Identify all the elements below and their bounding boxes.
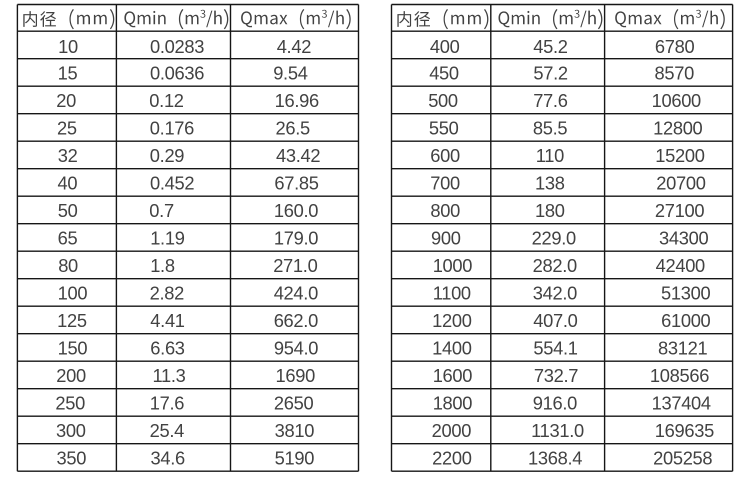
- svg-text:110: 110: [536, 145, 564, 166]
- svg-text:2200: 2200: [432, 447, 472, 468]
- svg-text:11.3: 11.3: [153, 365, 186, 386]
- svg-text:2000: 2000: [432, 420, 472, 441]
- svg-text:65: 65: [58, 227, 78, 248]
- svg-text:0.7: 0.7: [149, 200, 174, 221]
- svg-text:15: 15: [58, 62, 78, 83]
- svg-text:6.63: 6.63: [150, 337, 185, 358]
- svg-text:61000: 61000: [661, 310, 710, 331]
- svg-text:83121: 83121: [658, 337, 707, 358]
- svg-text:1368.4: 1368.4: [528, 447, 582, 468]
- svg-text:732.7: 732.7: [534, 365, 578, 386]
- svg-text:450: 450: [429, 62, 459, 83]
- svg-text:179.0: 179.0: [274, 227, 318, 248]
- svg-text:45.2: 45.2: [533, 36, 568, 57]
- svg-text:0.0636: 0.0636: [150, 62, 204, 83]
- svg-text:2650: 2650: [274, 392, 314, 413]
- svg-text:10: 10: [58, 36, 78, 57]
- svg-text:900: 900: [431, 227, 461, 248]
- svg-text:0.452: 0.452: [150, 172, 194, 193]
- svg-text:1200: 1200: [432, 310, 472, 331]
- svg-text:160.0: 160.0: [274, 200, 318, 221]
- svg-text:51300: 51300: [661, 282, 710, 303]
- svg-text:5190: 5190: [275, 447, 315, 468]
- svg-text:0.0283: 0.0283: [150, 36, 204, 57]
- svg-text:3810: 3810: [275, 420, 315, 441]
- svg-text:4.42: 4.42: [277, 36, 312, 57]
- svg-text:1.8: 1.8: [150, 255, 175, 276]
- svg-text:138: 138: [535, 172, 565, 193]
- svg-text:80: 80: [58, 255, 78, 276]
- svg-text:20700: 20700: [656, 172, 705, 193]
- svg-text:20: 20: [56, 90, 76, 111]
- svg-text:12800: 12800: [653, 117, 702, 138]
- svg-text:200: 200: [56, 365, 86, 386]
- svg-text:16.96: 16.96: [275, 90, 319, 111]
- svg-text:4.41: 4.41: [150, 310, 185, 331]
- svg-text:26.5: 26.5: [276, 117, 311, 138]
- svg-text:180: 180: [535, 200, 565, 221]
- svg-text:342.0: 342.0: [533, 282, 577, 303]
- svg-text:424.0: 424.0: [274, 282, 318, 303]
- svg-text:2.82: 2.82: [150, 282, 185, 303]
- svg-text:6780: 6780: [655, 36, 695, 57]
- svg-text:1.19: 1.19: [150, 227, 185, 248]
- svg-text:85.5: 85.5: [533, 117, 568, 138]
- svg-text:916.0: 916.0: [533, 392, 577, 413]
- svg-text:250: 250: [55, 392, 85, 413]
- svg-text:169635: 169635: [655, 420, 714, 441]
- svg-text:500: 500: [428, 90, 458, 111]
- svg-text:42400: 42400: [656, 255, 705, 276]
- svg-text:954.0: 954.0: [274, 337, 318, 358]
- svg-text:108566: 108566: [650, 365, 709, 386]
- svg-text:17.6: 17.6: [150, 392, 185, 413]
- svg-text:400: 400: [430, 36, 460, 57]
- svg-text:8570: 8570: [655, 62, 695, 83]
- svg-text:1690: 1690: [276, 365, 316, 386]
- svg-text:1600: 1600: [433, 365, 473, 386]
- svg-text:57.2: 57.2: [533, 62, 568, 83]
- svg-text:9.54: 9.54: [273, 62, 308, 83]
- svg-text:0.29: 0.29: [150, 145, 185, 166]
- svg-text:77.6: 77.6: [533, 90, 568, 111]
- svg-text:32: 32: [58, 145, 78, 166]
- svg-text:407.0: 407.0: [533, 310, 577, 331]
- svg-text:34300: 34300: [659, 227, 708, 248]
- svg-text:25: 25: [57, 117, 77, 138]
- svg-text:229.0: 229.0: [532, 227, 576, 248]
- svg-text:205258: 205258: [653, 447, 712, 468]
- svg-text:600: 600: [430, 145, 460, 166]
- svg-text:350: 350: [57, 447, 87, 468]
- svg-text:282.0: 282.0: [533, 255, 577, 276]
- svg-text:15200: 15200: [655, 145, 704, 166]
- svg-text:0.176: 0.176: [150, 117, 194, 138]
- svg-text:125: 125: [57, 310, 87, 331]
- svg-text:700: 700: [430, 172, 460, 193]
- svg-text:27100: 27100: [655, 200, 704, 221]
- svg-text:50: 50: [58, 200, 78, 221]
- svg-text:43.42: 43.42: [276, 145, 320, 166]
- svg-text:34.6: 34.6: [151, 447, 186, 468]
- svg-text:10600: 10600: [652, 90, 701, 111]
- svg-text:800: 800: [430, 200, 460, 221]
- svg-text:554.1: 554.1: [533, 337, 577, 358]
- svg-text:40: 40: [58, 172, 78, 193]
- svg-text:1400: 1400: [432, 337, 472, 358]
- svg-text:25.4: 25.4: [150, 420, 185, 441]
- svg-text:1000: 1000: [433, 255, 473, 276]
- svg-text:550: 550: [429, 117, 459, 138]
- svg-text:300: 300: [56, 420, 86, 441]
- svg-text:150: 150: [58, 337, 88, 358]
- svg-text:662.0: 662.0: [274, 310, 318, 331]
- svg-text:271.0: 271.0: [273, 255, 317, 276]
- svg-text:0.12: 0.12: [149, 90, 184, 111]
- svg-text:67.85: 67.85: [274, 172, 318, 193]
- svg-text:1131.0: 1131.0: [531, 420, 584, 441]
- svg-text:1800: 1800: [433, 392, 473, 413]
- svg-text:137404: 137404: [652, 392, 711, 413]
- svg-text:1100: 1100: [433, 282, 471, 303]
- svg-text:100: 100: [58, 282, 88, 303]
